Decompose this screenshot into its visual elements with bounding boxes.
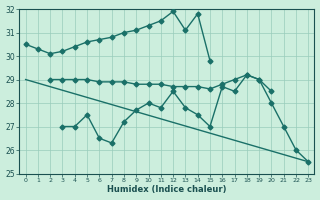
X-axis label: Humidex (Indice chaleur): Humidex (Indice chaleur) [107, 185, 227, 194]
